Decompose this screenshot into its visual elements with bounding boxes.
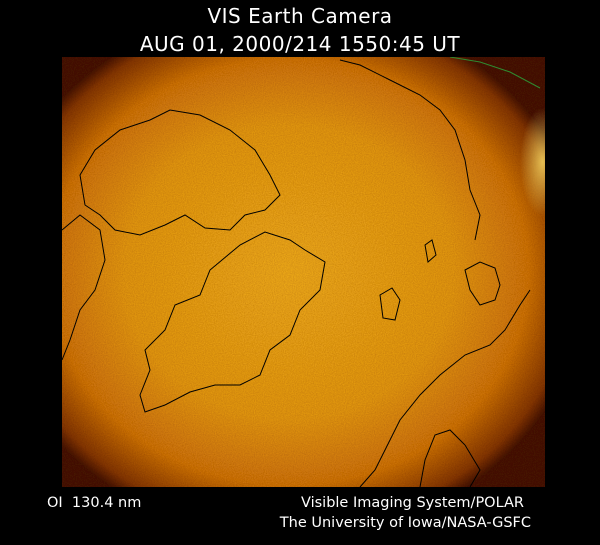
credit: The University of Iowa/NASA-GSFC — [279, 515, 531, 531]
coastline — [464, 261, 501, 306]
credit: Visible Imaging System/POLAR — [301, 495, 524, 511]
earth-image — [62, 57, 545, 487]
coastline — [79, 109, 281, 236]
coastline — [62, 214, 106, 361]
coastline — [139, 231, 326, 413]
image-title: VIS Earth Camera — [207, 4, 392, 28]
coastline — [339, 59, 481, 241]
limb-coastline — [449, 57, 541, 89]
limb-glow — [420, 57, 545, 357]
coastline — [359, 289, 531, 487]
filter-label: OI 130.4 nm — [47, 495, 141, 511]
coastline — [379, 287, 401, 321]
coastline — [424, 239, 437, 263]
timestamp: AUG 01, 2000/214 1550:45 UT — [140, 32, 461, 56]
coastline — [419, 429, 481, 487]
